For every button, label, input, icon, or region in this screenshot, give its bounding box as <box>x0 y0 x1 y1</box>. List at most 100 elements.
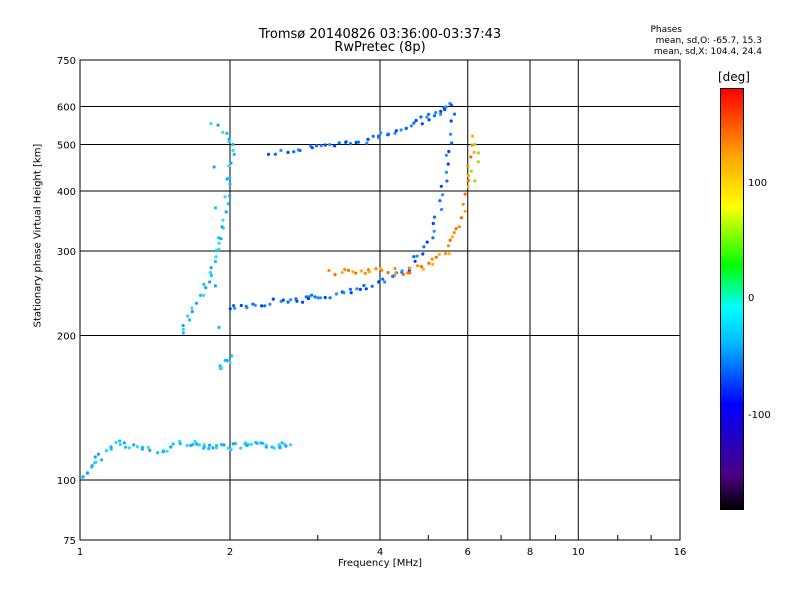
data-point <box>118 439 122 443</box>
x-tick-label: 2 <box>227 547 233 558</box>
data-point <box>217 247 221 251</box>
data-point <box>363 271 367 275</box>
data-point <box>81 475 85 479</box>
data-point <box>383 280 387 284</box>
data-point <box>450 235 455 239</box>
y-tick-label: 75 <box>63 536 76 547</box>
data-point <box>379 131 383 135</box>
data-point <box>343 267 347 272</box>
data-point <box>188 318 192 322</box>
data-point <box>178 442 182 446</box>
data-point <box>122 441 126 445</box>
data-point <box>413 259 417 263</box>
data-point <box>380 268 384 272</box>
data-point <box>221 130 225 134</box>
y-tick-label: 750 <box>57 56 76 67</box>
data-point <box>454 227 458 231</box>
data-point <box>457 225 461 229</box>
data-point <box>438 199 442 203</box>
data-point <box>204 286 208 290</box>
data-point <box>342 291 346 295</box>
data-point <box>295 299 299 303</box>
data-point <box>118 442 122 447</box>
data-point <box>340 271 344 275</box>
data-point <box>221 218 225 222</box>
data-point <box>181 331 185 335</box>
data-point <box>193 439 197 444</box>
data-point <box>90 464 94 468</box>
data-point <box>288 443 293 447</box>
data-point <box>277 443 281 447</box>
data-point <box>461 202 465 206</box>
data-point <box>374 267 378 271</box>
data-point <box>261 441 265 445</box>
y-tick-label: 200 <box>57 332 76 343</box>
data-point <box>124 445 128 449</box>
data-point <box>223 195 227 199</box>
data-point <box>313 295 317 299</box>
data-point <box>228 182 232 186</box>
x-tick-label: 8 <box>527 547 533 558</box>
data-point <box>186 314 190 318</box>
data-point <box>298 148 302 153</box>
colorbar-unit: [deg] <box>718 70 750 84</box>
data-point <box>334 292 338 296</box>
data-point <box>328 143 332 147</box>
x-tick-label: 16 <box>674 547 687 558</box>
data-point <box>446 244 450 248</box>
data-point <box>202 443 206 447</box>
data-point <box>466 178 470 183</box>
data-point <box>244 441 248 445</box>
data-point <box>135 445 139 449</box>
data-point <box>333 144 337 148</box>
data-point <box>443 252 448 256</box>
data-point <box>306 297 311 301</box>
data-point <box>219 443 224 447</box>
data-point <box>190 310 194 314</box>
data-point <box>371 134 375 138</box>
data-point <box>447 252 451 256</box>
data-point <box>415 254 419 258</box>
data-point <box>191 443 195 447</box>
data-point <box>427 261 431 265</box>
data-point <box>447 149 451 154</box>
data-point <box>228 307 232 311</box>
x-tick-label: 4 <box>377 547 383 558</box>
data-point <box>271 297 275 301</box>
data-point <box>319 144 323 148</box>
phase-label: Phases <box>650 25 682 35</box>
data-point <box>337 141 341 145</box>
data-point <box>109 447 113 451</box>
data-point <box>266 152 271 156</box>
y-tick-label: 400 <box>57 187 76 198</box>
x-axis-label: Frequency [MHz] <box>337 558 423 569</box>
data-point <box>431 221 435 226</box>
data-point <box>224 210 228 214</box>
data-point <box>310 293 314 297</box>
data-point <box>432 215 437 219</box>
data-point <box>202 446 206 450</box>
data-point <box>327 268 331 273</box>
data-point <box>316 296 320 300</box>
data-point <box>156 451 160 455</box>
data-point <box>348 287 352 291</box>
data-point <box>194 301 199 305</box>
data-point <box>364 287 368 291</box>
data-point <box>212 165 216 169</box>
data-point <box>437 252 441 256</box>
data-point <box>432 229 436 233</box>
data-point <box>367 270 371 274</box>
data-point <box>94 460 98 464</box>
data-point <box>233 441 237 446</box>
data-point <box>439 184 443 188</box>
data-point <box>286 150 290 154</box>
data-point <box>208 271 212 275</box>
data-point <box>452 231 456 235</box>
y-tick-label: 300 <box>57 247 76 258</box>
data-point <box>328 296 332 300</box>
data-point <box>217 241 221 245</box>
data-point <box>216 123 220 127</box>
data-point <box>440 207 444 212</box>
data-point <box>209 273 213 277</box>
data-point <box>425 115 429 119</box>
